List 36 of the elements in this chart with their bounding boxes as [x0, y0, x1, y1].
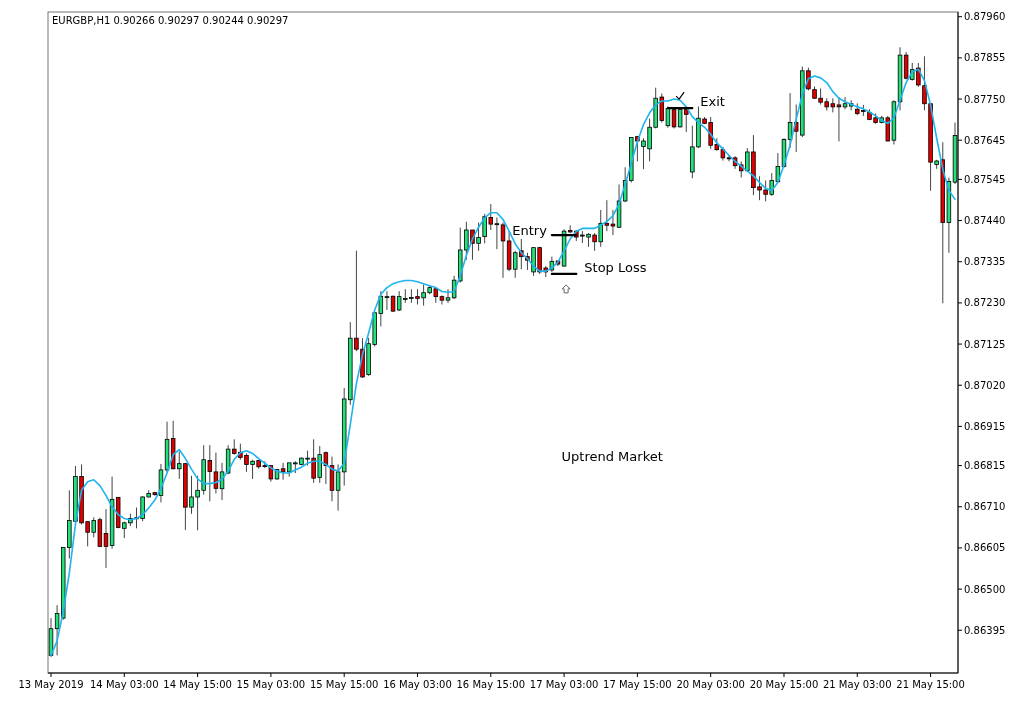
y-tick-label: 0.86710	[964, 501, 1006, 513]
y-tick-label: 0.86815	[964, 460, 1006, 472]
y-tick-label: 0.87545	[964, 173, 1006, 185]
y-tick-label: 0.87960	[964, 11, 1006, 23]
y-tick-label: 0.87335	[964, 256, 1006, 268]
x-tick-label: 16 May 15:00	[456, 679, 526, 690]
y-tick-label: 0.87125	[964, 338, 1006, 350]
y-tick-label: 0.87645	[964, 134, 1006, 146]
chart-title: EURGBP,H1 0.90266 0.90297 0.90244 0.90297	[52, 15, 289, 26]
y-tick-label: 0.87440	[964, 215, 1006, 227]
y-tick-label: 0.86915	[964, 420, 1006, 432]
x-tick-label: 13 May 2019	[18, 679, 84, 690]
series-label: Entry	[512, 223, 548, 239]
series-label: Stop Loss	[584, 259, 647, 275]
y-tick-label: 0.86605	[964, 542, 1006, 554]
y-tick-label: 0.87020	[964, 379, 1006, 391]
x-tick-label: 17 May 15:00	[603, 679, 672, 690]
x-tick-label: 15 May 03:00	[236, 679, 306, 690]
candlestick	[500, 222, 506, 279]
x-tick-label: 20 May 03:00	[676, 679, 745, 690]
x-tick-label: 15 May 15:00	[309, 679, 379, 690]
y-tick-label: 0.87230	[964, 297, 1006, 309]
y-tick-label: 0.86500	[964, 583, 1006, 595]
y-tick-label: 0.87750	[964, 93, 1006, 105]
annotation: Uptrend Market	[561, 449, 663, 465]
x-tick-label: 21 May 03:00	[822, 679, 892, 690]
x-tick-label: 14 May 15:00	[163, 679, 232, 690]
y-tick-label: 0.87855	[964, 52, 1006, 64]
x-tick-label: 14 May 03:00	[90, 679, 159, 690]
x-tick-label: 21 May 15:00	[896, 679, 965, 690]
x-tick-label: 16 May 03:00	[383, 679, 452, 690]
legend-label: Exit	[700, 94, 725, 110]
x-tick-label: 17 May 03:00	[529, 679, 599, 690]
y-tick-label: 0.86395	[964, 624, 1006, 636]
line-series	[50, 68, 956, 657]
x-tick-label: 20 May 15:00	[749, 679, 819, 690]
